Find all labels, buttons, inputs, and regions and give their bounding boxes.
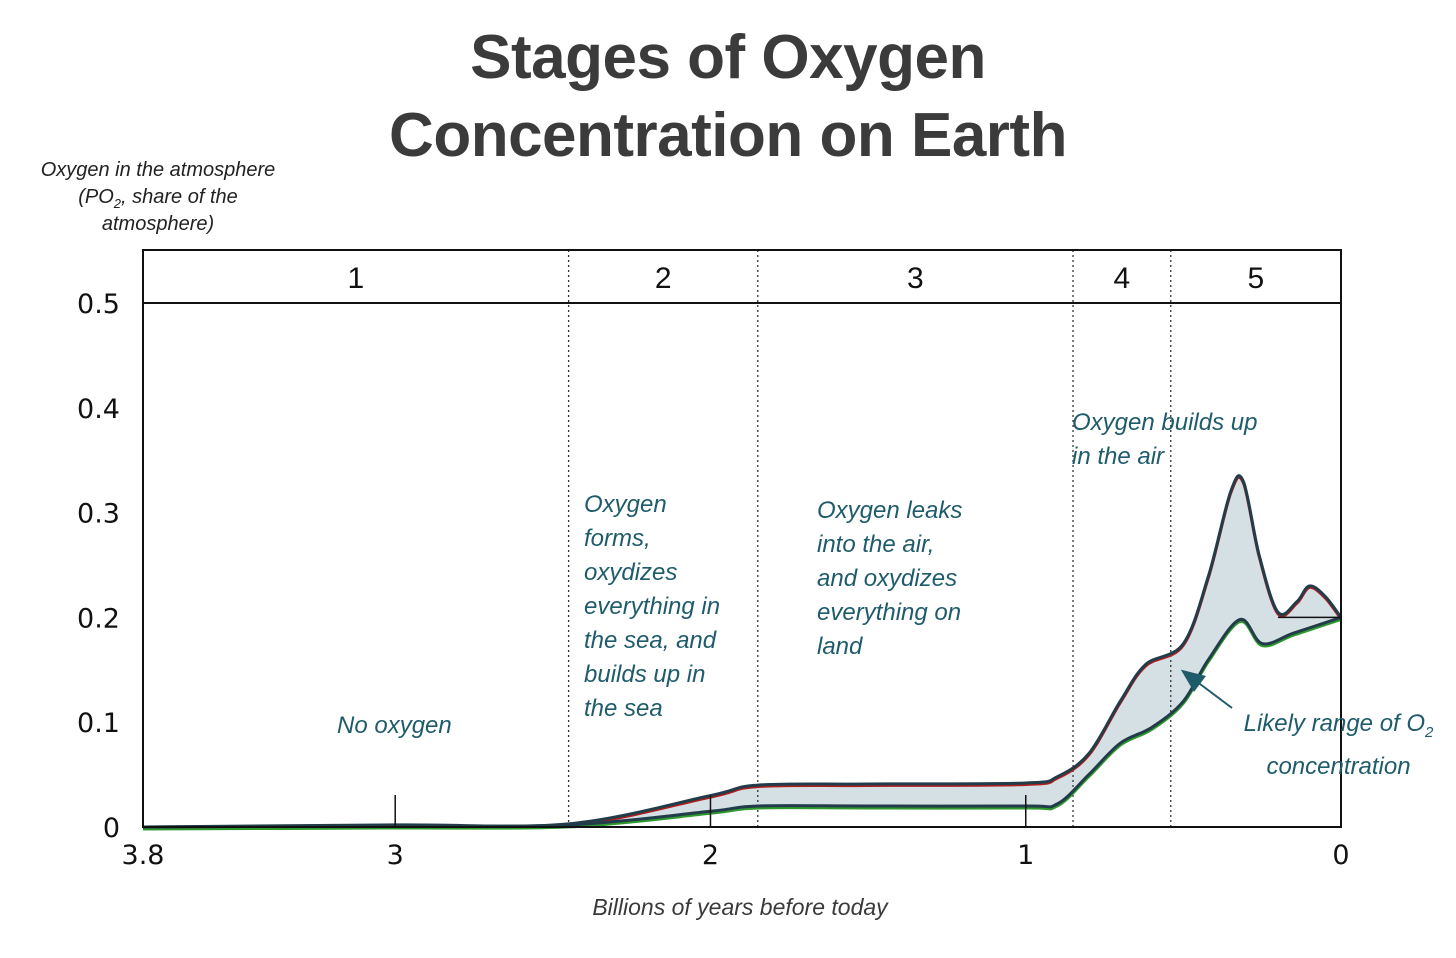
y-tick-label: 0.3 [77,499,120,530]
annotation-stage-2-line: oxydizes [584,559,678,586]
upper-bound-line [142,474,1343,829]
annotation-likely-range-line-2: concentration [1266,752,1411,780]
y-tick-label: 0.1 [77,708,120,739]
y-axis-title-line-2: (PO2, share of the [18,184,298,217]
y-tick-label: 0.4 [77,394,120,425]
annotation-likely-range-pre: Likely range of O [1243,710,1426,737]
annotation-stage-2-line: the sea [584,695,663,722]
annotation-stage-2: Oxygen forms, oxydizes everything in the… [584,488,720,726]
chart-title-line-2: Concentration on Earth [389,101,1067,170]
annotation-stage-3-line: land [817,633,863,660]
lower-bound-line [142,615,1342,829]
x-tick-label: 3.8 [122,840,165,871]
annotation-likely-range-sub: 2 [1425,723,1434,741]
x-tick-label: 0 [1332,840,1349,871]
annotation-stage-2-line: builds up in [584,661,706,688]
x-tick-label: 2 [702,840,719,871]
annotation-stage-4-line: in the air [1072,443,1165,470]
o2-range-band [143,475,1341,827]
x-tick-label: 1 [1017,840,1034,871]
stage-number-label: 1 [347,262,364,295]
annotation-stage-4: Oxygen builds up in the air [1072,406,1257,474]
plot-frame [142,249,1342,828]
x-axis-title: Billions of years before today [592,894,888,920]
y-axis-title-pre: (PO [78,186,114,208]
annotation-likely-range-line-1: Likely range of O2 [1226,707,1451,750]
annotation-stage-2-line: the sea, and [584,627,717,654]
stage-number-label: 3 [907,262,924,295]
annotation-stage-3-line: and oxydizes [817,565,958,592]
y-axis-title-post: , share of the [121,186,238,208]
annotation-stage-3-line: everything on [817,599,962,626]
stage-number-label: 2 [655,262,672,295]
annotation-stage-3: Oxygen leaks into the air, and oxydizes … [817,494,962,664]
stage-number-label: 4 [1114,262,1131,295]
y-tick-label: 0.5 [77,289,120,320]
y-axis-title-line-3: atmosphere) [101,213,215,235]
annotation-likely-range: Likely range of O2 concentration [1226,707,1451,784]
annotation-stage-2-line: Oxygen [584,491,667,518]
stage-number-label: 5 [1248,262,1265,295]
x-tick-label: 3 [387,840,404,871]
annotation-stage-3-line: Oxygen leaks [817,497,963,524]
annotation-no-oxygen: No oxygen [337,712,452,739]
annotation-stage-2-line: forms, [584,525,651,552]
y-tick-label: 0.2 [77,603,120,634]
upper-bound-accent-line [142,475,1343,830]
y-tick-label: 0 [103,813,120,844]
annotation-stage-3-line: into the air, [817,531,935,558]
annotation-stage-2-line: everything in [584,593,721,620]
chart-title-line-1: Stages of Oxygen [470,23,986,92]
y-axis-title-sub: 2 [113,196,122,211]
range-annotation-arrow [1180,669,1233,709]
y-axis-title-line-1: Oxygen in the atmosphere [40,159,276,181]
annotation-stage-4-line: Oxygen builds up [1072,409,1258,436]
